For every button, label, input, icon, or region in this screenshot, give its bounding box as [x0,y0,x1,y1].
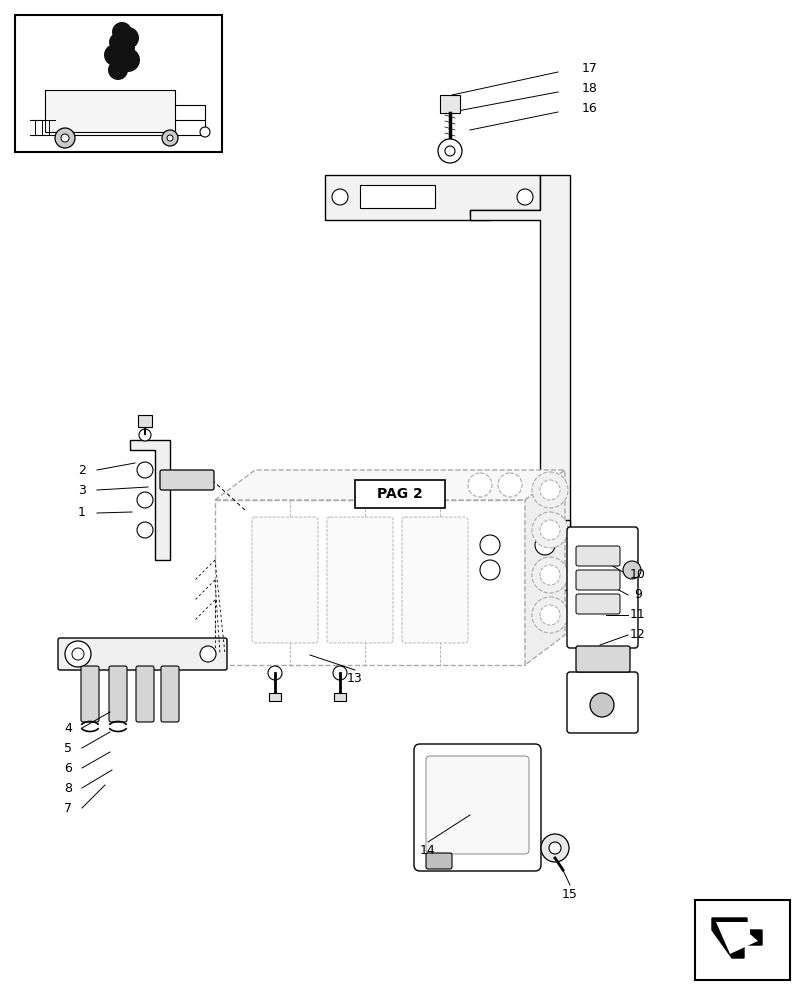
Text: 18: 18 [582,82,598,95]
Text: 17: 17 [582,62,598,75]
Polygon shape [215,470,565,500]
Polygon shape [130,440,170,560]
Bar [334,693,346,701]
Polygon shape [470,175,570,540]
Circle shape [61,134,69,142]
Circle shape [104,44,126,66]
Circle shape [541,834,569,862]
Circle shape [532,557,568,593]
Text: 8: 8 [64,782,72,794]
Circle shape [137,522,153,538]
Circle shape [623,561,641,579]
FancyBboxPatch shape [576,594,620,614]
Circle shape [532,512,568,548]
Circle shape [532,597,568,633]
Circle shape [116,48,140,72]
Circle shape [333,666,347,680]
Bar [269,693,281,701]
Circle shape [445,146,455,156]
Circle shape [137,492,153,508]
Text: 6: 6 [64,762,72,774]
Circle shape [535,535,555,555]
Bar [699,904,786,976]
Circle shape [55,128,75,148]
Polygon shape [360,185,435,208]
Text: 16: 16 [582,102,598,114]
Circle shape [468,473,492,497]
Circle shape [332,189,348,205]
FancyBboxPatch shape [58,638,227,670]
Text: 12: 12 [630,629,646,642]
Circle shape [108,60,128,80]
Circle shape [268,666,282,680]
Text: 4: 4 [64,722,72,734]
Bar [215,500,525,665]
Circle shape [517,189,533,205]
Text: 1: 1 [78,506,86,520]
Circle shape [137,462,153,478]
FancyBboxPatch shape [567,527,638,648]
FancyBboxPatch shape [426,853,452,869]
Circle shape [115,38,135,58]
Polygon shape [470,520,570,590]
Text: 5: 5 [64,742,72,754]
Text: PAG 2: PAG 2 [377,487,423,501]
Circle shape [438,139,462,163]
FancyBboxPatch shape [252,517,318,643]
Circle shape [65,641,91,667]
Text: 14: 14 [420,844,436,856]
Circle shape [167,135,173,141]
Circle shape [590,693,614,717]
Circle shape [540,480,560,500]
FancyBboxPatch shape [576,546,620,566]
FancyBboxPatch shape [414,744,541,871]
Bar [15,15,222,152]
Text: 10: 10 [630,568,646,582]
Text: 9: 9 [634,588,642,601]
Circle shape [540,605,560,625]
Circle shape [117,27,139,49]
FancyBboxPatch shape [402,517,468,643]
Text: 13: 13 [347,672,363,684]
Polygon shape [525,470,565,665]
Bar [695,900,790,980]
FancyBboxPatch shape [109,666,127,722]
FancyBboxPatch shape [136,666,154,722]
Circle shape [540,565,560,585]
Circle shape [200,646,216,662]
FancyBboxPatch shape [81,666,99,722]
FancyBboxPatch shape [576,646,630,672]
Bar [138,415,152,427]
Circle shape [200,127,210,137]
Polygon shape [716,922,758,954]
FancyBboxPatch shape [327,517,393,643]
Circle shape [72,648,84,660]
Polygon shape [440,95,460,113]
FancyBboxPatch shape [567,672,638,733]
Circle shape [112,22,132,42]
Circle shape [532,472,568,508]
Circle shape [480,535,500,555]
Circle shape [540,520,560,540]
Bar [45,90,175,132]
Text: 15: 15 [562,888,578,902]
Text: 7: 7 [64,802,72,814]
FancyBboxPatch shape [426,756,529,854]
Circle shape [109,33,127,51]
Circle shape [162,130,178,146]
Circle shape [498,473,522,497]
Polygon shape [325,175,540,220]
Text: 11: 11 [630,608,646,621]
Bar [355,480,445,508]
FancyBboxPatch shape [161,666,179,722]
Circle shape [535,560,555,580]
Polygon shape [712,918,762,958]
Text: 2: 2 [78,464,86,477]
FancyBboxPatch shape [160,470,214,490]
FancyBboxPatch shape [576,570,620,590]
Circle shape [549,842,561,854]
Circle shape [139,429,151,441]
Circle shape [480,560,500,580]
Text: 3: 3 [78,484,86,496]
